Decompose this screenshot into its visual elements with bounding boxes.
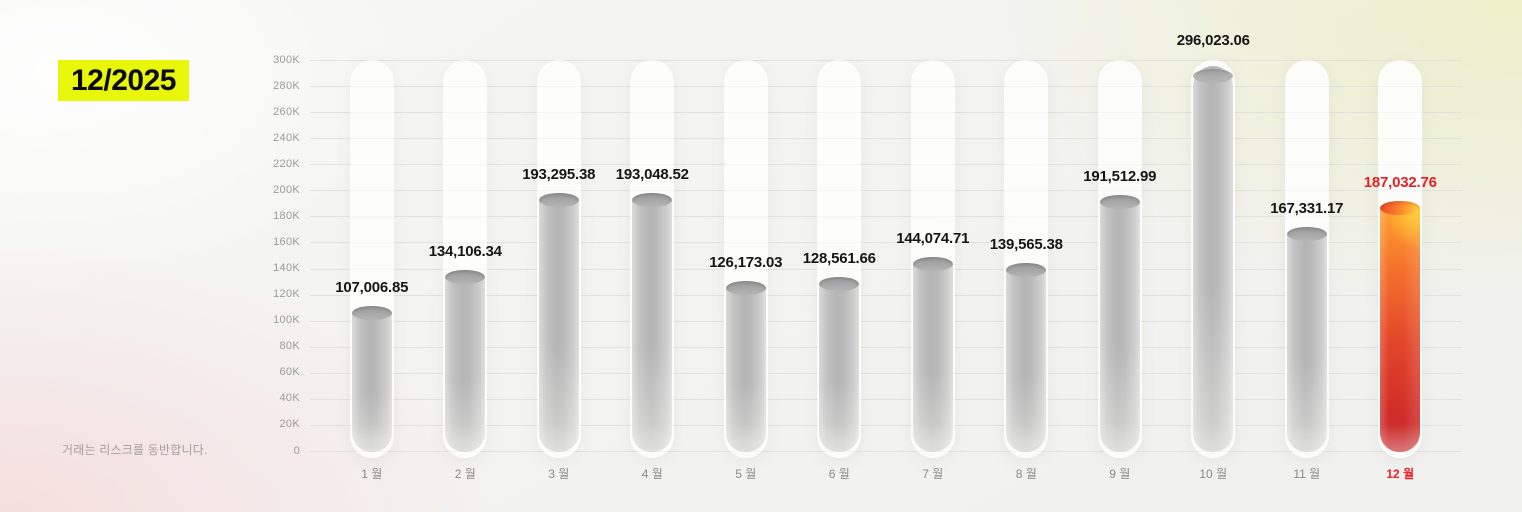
y-axis-tick-label: 200K — [273, 183, 300, 196]
bar-fill-month-7[interactable] — [912, 257, 953, 452]
x-axis-month-label: 12 월 — [1386, 467, 1415, 481]
bar-slot-month-8: 139,565.38 8 월 — [980, 60, 1074, 481]
bar-fill-month-5[interactable] — [725, 280, 766, 453]
y-axis-tick-label: 140K — [273, 262, 300, 275]
gridline — [310, 424, 1462, 426]
bar-value-label: 144,074.71 — [896, 230, 970, 248]
gridline — [310, 138, 1462, 140]
bar-top-rim — [1006, 263, 1047, 278]
y-axis-tick-label: 280K — [273, 79, 300, 92]
x-axis-month-label: 2 월 — [454, 467, 476, 481]
bar-slot-month-3: 193,295.38 3 월 — [512, 60, 606, 481]
y-axis-tick-label: 60K — [279, 366, 300, 379]
bar-fill-month-11[interactable] — [1286, 226, 1327, 453]
gridline — [310, 320, 1462, 322]
bar-fill-month-8[interactable] — [1006, 263, 1047, 452]
period-label: 12/2025 — [71, 64, 176, 97]
gridline — [310, 112, 1462, 114]
gridline — [310, 398, 1462, 400]
y-axis-tick-label: 80K — [279, 340, 300, 353]
bar-top-rim — [912, 257, 953, 272]
gridline — [310, 242, 1462, 244]
y-axis-tick-label: 160K — [273, 235, 300, 248]
bar-value-label: 128,561.66 — [802, 250, 876, 268]
bar-top-rim — [632, 193, 673, 208]
gridline — [310, 268, 1462, 270]
bar-top-rim — [538, 193, 579, 208]
gridline — [310, 86, 1462, 88]
bar-fill-month-4[interactable] — [632, 193, 673, 452]
y-axis-tick-label: 180K — [273, 209, 300, 222]
y-axis-tick-label: 240K — [273, 131, 300, 144]
y-axis-tick-label: 260K — [273, 105, 300, 118]
bar-top-rim — [1380, 201, 1421, 216]
bar-top-rim — [1193, 69, 1234, 84]
bar-top-rim — [351, 305, 392, 320]
bar-fill-month-9[interactable] — [1099, 195, 1140, 452]
y-axis-tick-label: 220K — [273, 157, 300, 170]
bar-value-label: 126,173.03 — [709, 253, 783, 271]
bar-fill-month-1[interactable] — [351, 305, 392, 452]
gridline — [310, 372, 1462, 374]
x-axis-month-label: 5 월 — [735, 467, 757, 481]
bar-fill-month-3[interactable] — [538, 193, 579, 452]
x-axis-month-label: 9 월 — [1109, 467, 1131, 481]
period-badge: 12/2025 — [58, 60, 189, 101]
gridline — [310, 190, 1462, 192]
gridline — [310, 294, 1462, 296]
y-axis-tick-label: 300K — [273, 53, 300, 66]
gridline — [310, 216, 1462, 218]
x-axis-month-label: 11 월 — [1293, 467, 1321, 481]
bar-slot-month-1: 107,006.85 1 월 — [325, 60, 419, 481]
x-axis-month-label: 10 월 — [1199, 467, 1228, 481]
gridline — [310, 346, 1462, 348]
bar-value-label: 193,295.38 — [522, 166, 596, 184]
gridline — [310, 451, 1462, 452]
x-axis-month-label: 7 월 — [922, 467, 944, 481]
bar-value-label: 107,006.85 — [335, 278, 409, 296]
bar-slot-month-7: 144,074.71 7 월 — [886, 60, 980, 481]
disclaimer-text: 거래는 리스크를 동반합니다. — [62, 443, 208, 457]
bar-fill-month-2[interactable] — [445, 270, 486, 452]
bar-top-rim — [1099, 195, 1140, 210]
bar-value-label: 187,032.76 — [1363, 174, 1437, 192]
bar-slot-month-2: 134,106.34 2 월 — [419, 60, 513, 481]
bar-top-rim — [819, 277, 860, 292]
x-axis-month-label: 6 월 — [828, 467, 850, 481]
bar-fill-month-6[interactable] — [819, 277, 860, 452]
y-axis-tick-label: 0 — [293, 444, 300, 457]
bar-top-rim — [1286, 226, 1327, 241]
y-axis-tick-label: 20K — [279, 418, 300, 431]
bar-slot-month-10: 296,023.06 10 월 — [1167, 32, 1261, 481]
y-axis-tick-label: 100K — [273, 314, 300, 327]
gridline — [310, 60, 1462, 61]
bar-top-rim — [725, 280, 766, 295]
bar-value-label: 134,106.34 — [428, 243, 502, 261]
bar-value-label: 193,048.52 — [615, 166, 689, 184]
bar-fill-month-10[interactable] — [1193, 66, 1234, 452]
bar-slot-month-5: 126,173.03 5 월 — [699, 60, 793, 481]
bar-slot-month-4: 193,048.52 4 월 — [606, 60, 700, 481]
bar-value-label: 191,512.99 — [1083, 168, 1157, 186]
y-axis-tick-label: 40K — [279, 392, 300, 405]
x-axis-month-label: 3 월 — [548, 467, 570, 481]
bar-top-rim — [445, 270, 486, 285]
bar-slot-month-12: 187,032.76 12 월 — [1354, 60, 1448, 481]
bar-value-label: 167,331.17 — [1270, 199, 1344, 217]
bar-slot-month-11: 167,331.17 11 월 — [1260, 60, 1354, 481]
bar-fill-month-12[interactable] — [1380, 201, 1421, 452]
gridline — [310, 164, 1462, 166]
bar-value-label: 139,565.38 — [989, 236, 1063, 254]
bar-slot-month-9: 191,512.99 9 월 — [1073, 60, 1167, 481]
x-axis-month-label: 1 월 — [361, 467, 383, 481]
bar-slot-month-6: 128,561.66 6 월 — [793, 60, 887, 481]
y-axis-tick-label: 120K — [273, 288, 300, 301]
x-axis-month-label: 4 월 — [641, 467, 663, 481]
x-axis-month-label: 8 월 — [1015, 467, 1037, 481]
bar-value-label: 296,023.06 — [1176, 32, 1250, 50]
